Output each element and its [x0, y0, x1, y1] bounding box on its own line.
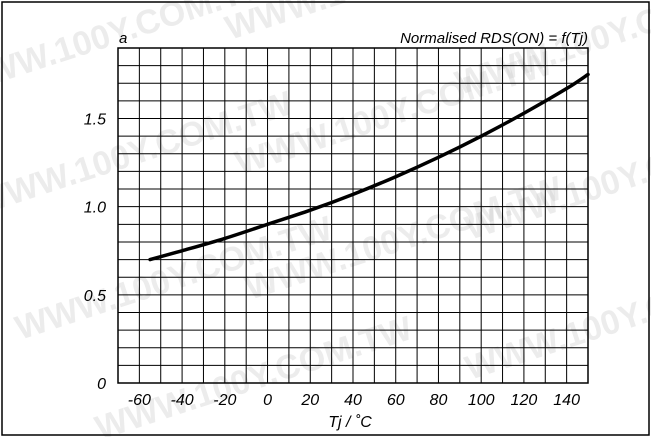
- x-tick-label: 0: [263, 392, 272, 409]
- x-axis-label: Tj / ˚C: [328, 414, 372, 431]
- x-tick-labels: -60 -40 -20 0 20 40 60 80 100 120 140: [128, 392, 580, 409]
- y-tick-labels: 0 0.5 1.0 1.5: [84, 112, 106, 393]
- x-tick-label: -60: [128, 392, 151, 409]
- x-tick-label: 20: [300, 392, 319, 409]
- x-tick-label: 100: [468, 392, 495, 409]
- watermark-text: WWW.100Y.COM.TW: [461, 249, 651, 388]
- x-tick-label: 140: [553, 392, 580, 409]
- y-tick-label: 1.0: [84, 200, 106, 217]
- x-tick-label: -20: [213, 392, 236, 409]
- y-tick-label: 1.5: [84, 112, 106, 129]
- x-tick-label: 60: [387, 392, 405, 409]
- plot-area-frame: [117, 47, 589, 384]
- x-tick-label: 40: [344, 392, 362, 409]
- chart-title: Normalised RDS(ON) = f(Tj): [400, 30, 588, 47]
- panel-label: a: [119, 30, 127, 47]
- x-tick-label: 80: [430, 392, 448, 409]
- x-tick-label: 120: [511, 392, 538, 409]
- series-line: [148, 72, 590, 262]
- y-tick-label: 0: [97, 376, 106, 393]
- x-tick-label: -40: [171, 392, 194, 409]
- grid: [117, 47, 589, 384]
- y-tick-label: 0.5: [84, 288, 106, 305]
